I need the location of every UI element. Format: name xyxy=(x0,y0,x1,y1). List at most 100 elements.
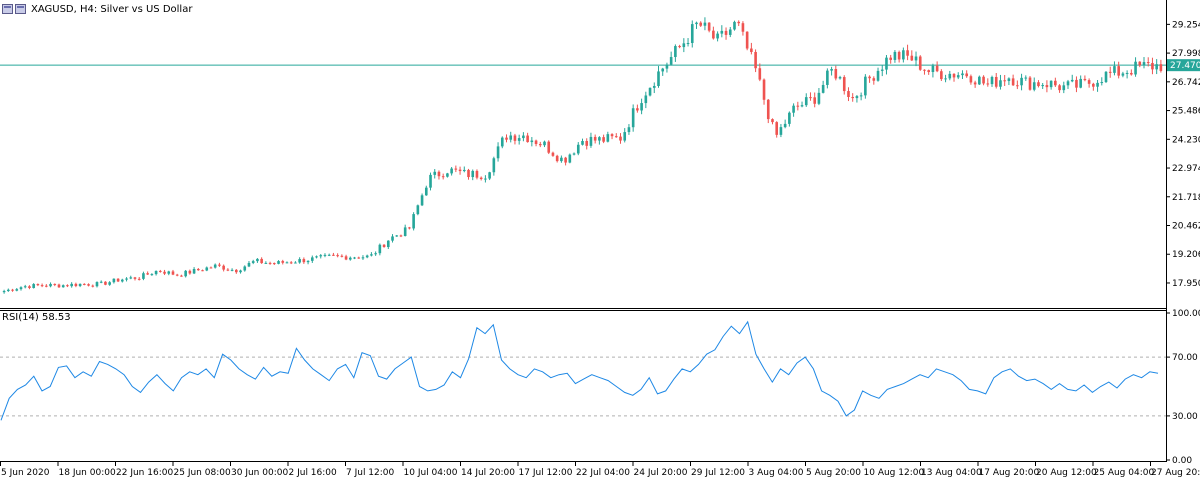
candle-body xyxy=(205,267,209,271)
candlestick xyxy=(163,269,166,276)
candlestick xyxy=(1020,73,1023,91)
candle-body xyxy=(961,73,964,76)
candle-body xyxy=(1138,61,1142,66)
candle-body xyxy=(429,174,432,188)
candlestick xyxy=(121,278,124,283)
candlestick xyxy=(218,262,221,267)
candle-body xyxy=(15,289,19,291)
candle-body xyxy=(695,22,698,25)
candle-body xyxy=(454,168,458,170)
candle-body xyxy=(1117,66,1120,76)
candlestick xyxy=(488,171,491,181)
candlestick xyxy=(184,269,187,278)
candle-body xyxy=(310,257,314,261)
price-tick-label: 17.950 xyxy=(1172,279,1200,289)
candle-body xyxy=(344,256,348,260)
candle-body xyxy=(551,152,555,156)
candlestick xyxy=(95,281,99,288)
candlestick xyxy=(965,70,968,78)
candlestick xyxy=(762,78,766,105)
candlestick xyxy=(851,93,855,102)
candlestick xyxy=(614,133,618,138)
candle-body xyxy=(547,141,551,153)
candle-body xyxy=(306,260,310,263)
candle-body xyxy=(57,284,61,288)
candlestick xyxy=(758,63,762,82)
window-tile-icon[interactable] xyxy=(2,4,13,14)
candle-body xyxy=(538,144,542,146)
candle-body xyxy=(826,70,829,85)
candle-body xyxy=(467,169,470,178)
time-tick-label: 7 Jul 12:00 xyxy=(346,468,395,478)
candle-body xyxy=(809,97,812,99)
candlestick xyxy=(505,134,508,143)
candle-body xyxy=(40,285,44,287)
candlestick xyxy=(602,134,605,144)
candlestick xyxy=(948,70,952,81)
candle-body xyxy=(589,136,593,146)
candle-body xyxy=(239,270,242,273)
candlestick xyxy=(1100,77,1104,86)
candlestick xyxy=(243,265,247,272)
candle-body xyxy=(914,56,918,61)
time-tick-label: 22 Jul 04:00 xyxy=(576,468,630,478)
candlestick xyxy=(880,65,884,77)
candle-body xyxy=(526,135,529,143)
candle-body xyxy=(332,254,335,256)
candle-body xyxy=(513,135,517,141)
candlestick xyxy=(146,271,149,275)
candle-body xyxy=(256,258,259,262)
candlestick xyxy=(1121,71,1125,78)
candlestick xyxy=(412,212,415,231)
chart-title: XAGUSD, H4: Silver vs US Dollar xyxy=(31,3,193,15)
candlestick xyxy=(104,281,107,286)
candle-body xyxy=(230,269,234,271)
candlestick xyxy=(150,273,154,276)
candlestick xyxy=(49,282,52,288)
window-restore-icon[interactable] xyxy=(15,4,26,14)
candlestick xyxy=(678,44,681,49)
candlestick xyxy=(1092,82,1095,91)
candle-body xyxy=(838,77,842,79)
candlestick xyxy=(1054,77,1057,87)
price-tick-label: 25.486 xyxy=(1172,107,1200,117)
candle-body xyxy=(1130,72,1133,75)
candlestick xyxy=(534,139,538,147)
candle-body xyxy=(391,236,394,241)
candlestick xyxy=(437,170,441,180)
candle-body xyxy=(197,269,200,271)
candlestick xyxy=(310,255,314,263)
candle-body xyxy=(399,235,403,237)
candle-body xyxy=(348,257,352,260)
candlestick xyxy=(902,47,905,63)
candlestick xyxy=(408,226,411,230)
candlestick xyxy=(636,104,639,113)
candle-body xyxy=(902,50,905,60)
candlestick xyxy=(750,42,753,55)
candlestick xyxy=(247,261,251,268)
candlestick xyxy=(403,224,407,237)
candlestick xyxy=(386,240,390,250)
candlestick xyxy=(433,169,437,179)
candle-body xyxy=(657,71,660,86)
candlestick xyxy=(720,25,724,38)
price-tick-label: 22.974 xyxy=(1172,164,1200,174)
candle-body xyxy=(750,48,753,52)
candlestick xyxy=(648,87,652,97)
candle-body xyxy=(766,99,770,120)
candle-body xyxy=(484,178,487,180)
candlestick xyxy=(610,133,614,140)
candle-body xyxy=(36,284,40,286)
candlestick xyxy=(197,268,200,271)
candlestick xyxy=(766,98,770,124)
candlestick xyxy=(260,257,263,264)
candlestick xyxy=(792,103,795,117)
candle-body xyxy=(129,277,133,279)
candle-body xyxy=(788,112,791,124)
candlestick xyxy=(344,254,348,261)
candle-body xyxy=(859,95,863,97)
candlestick xyxy=(741,21,745,36)
candle-body xyxy=(209,267,213,269)
